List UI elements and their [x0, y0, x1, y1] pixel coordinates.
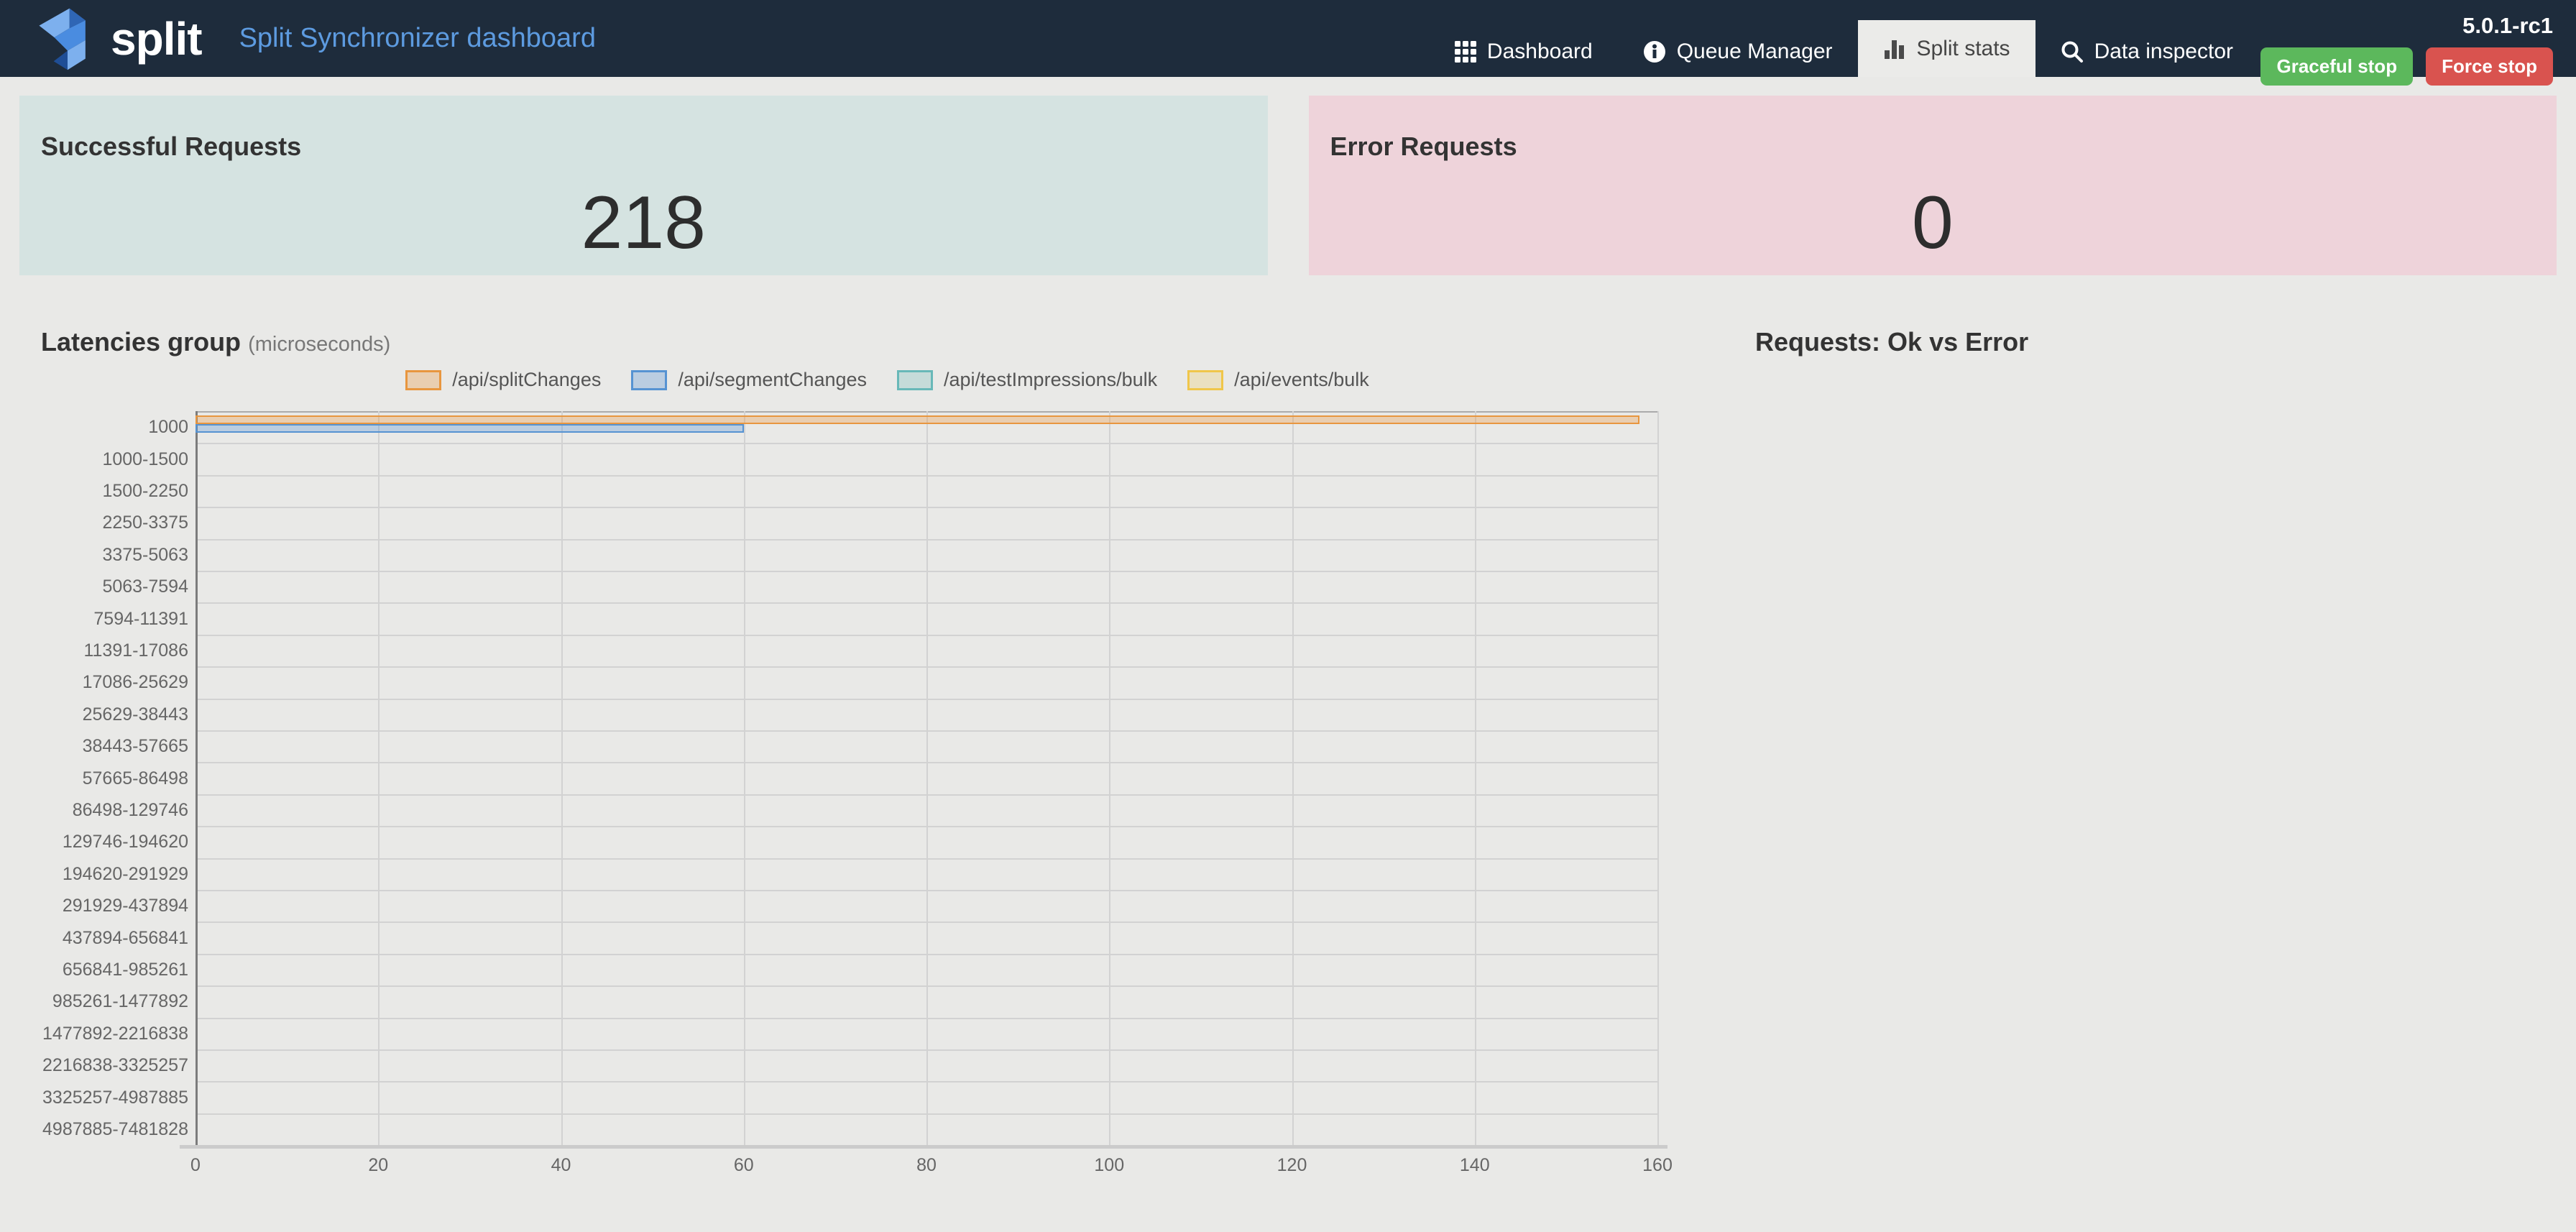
y-axis-label: 2216838-3325257: [42, 1055, 188, 1076]
legend-item[interactable]: /api/segmentChanges: [631, 369, 867, 391]
search-icon: [2061, 40, 2084, 63]
legend-item[interactable]: /api/splitChanges: [405, 369, 601, 391]
y-axis-label: 17086-25629: [82, 672, 188, 693]
x-axis-label: 100: [1094, 1155, 1125, 1176]
nav-item-split-stats[interactable]: Split stats: [1857, 20, 2036, 77]
y-axis-label: 291929-437894: [62, 896, 188, 916]
legend-swatch-icon: [1187, 369, 1224, 390]
gridline-vertical: [1474, 411, 1476, 1146]
y-axis-label: 656841-985261: [62, 960, 188, 980]
nav-item-label: Data inspector: [2094, 40, 2233, 63]
y-axis-label: 437894-656841: [62, 927, 188, 948]
y-axis-label: 2250-3375: [102, 512, 188, 533]
bar-chart-icon: [1883, 37, 1906, 60]
legend-swatch-icon: [897, 369, 934, 390]
x-axis-label: 0: [190, 1155, 201, 1176]
y-axis-label: 3325257-4987885: [42, 1087, 188, 1108]
nav-item-label: Queue Manager: [1676, 40, 1833, 63]
y-axis-label: 985261-1477892: [52, 991, 188, 1012]
legend-label: /api/splitChanges: [452, 369, 602, 390]
legend-label: /api/segmentChanges: [678, 369, 868, 390]
error-requests-value: 0: [1911, 181, 1954, 265]
gridline-vertical: [743, 411, 745, 1146]
main-nav: Dashboard Queue Manager: [1430, 20, 2258, 77]
requests-section: Requests: Ok vs Error: [1734, 327, 2557, 1213]
x-axis-label: 80: [916, 1155, 937, 1176]
latencies-title: Latencies group (microseconds): [41, 327, 1734, 357]
x-axis-label: 60: [733, 1155, 754, 1176]
x-axis-line: [180, 1145, 1668, 1149]
legend-swatch-icon: [631, 369, 668, 390]
latencies-chart: 1000 1000-1500 1500-2250 2250-3375 3375-5063…: [41, 408, 1734, 1213]
y-axis-label: 1477892-2216838: [42, 1023, 188, 1044]
nav-item-dashboard[interactable]: Dashboard: [1430, 27, 1618, 77]
successful-requests-title: Successful Requests: [41, 132, 302, 161]
nav-item-label: Split stats: [1916, 36, 2010, 60]
grid-icon: [1454, 41, 1476, 63]
gridline-vertical: [378, 411, 380, 1146]
gridline-vertical: [1109, 411, 1111, 1146]
nav-item-queue-manager[interactable]: Queue Manager: [1618, 27, 1858, 77]
error-requests-title: Error Requests: [1330, 132, 1517, 161]
y-axis-label: 25629-38443: [82, 704, 188, 725]
legend-item[interactable]: /api/events/bulk: [1187, 369, 1369, 391]
requests-okvserror-title: Requests: Ok vs Error: [1755, 327, 2029, 357]
gridline-vertical: [1657, 411, 1659, 1146]
y-axis-label: 1500-2250: [102, 481, 188, 501]
error-requests-card: Error Requests 0: [1308, 96, 2557, 275]
info-icon: [1643, 40, 1666, 63]
x-axis-label: 160: [1642, 1155, 1673, 1176]
main-content: Latencies group (microseconds) /api/split…: [0, 327, 2576, 1213]
brand: split Split Synchronizer dashboard: [37, 4, 596, 73]
y-axis-label: 5063-7594: [102, 576, 188, 597]
y-axis-label: 38443-57665: [82, 736, 188, 757]
bar-/api/splitChanges: [196, 415, 1639, 424]
y-axis-label: 194620-291929: [62, 863, 188, 884]
legend-swatch-icon: [405, 369, 442, 390]
version-label: 5.0.1-rc1: [2462, 13, 2553, 38]
y-axis-label: 3375-5063: [102, 544, 188, 565]
successful-requests-value: 218: [581, 181, 707, 265]
y-axis-label: 1000: [148, 417, 188, 438]
split-logo-icon: [39, 8, 86, 70]
bar-/api/segmentChanges: [196, 424, 744, 433]
page-title: Split Synchronizer dashboard: [239, 23, 596, 53]
y-axis-label: 86498-129746: [72, 800, 188, 820]
y-axis-label: 1000-1500: [102, 449, 188, 469]
brand-word: split: [111, 12, 203, 65]
gridline-vertical: [926, 411, 928, 1146]
latencies-title-text: Latencies group: [41, 327, 242, 357]
y-axis-label: 4987885-7481828: [42, 1119, 188, 1139]
y-axis-label: 11391-17086: [83, 640, 188, 661]
nav-item-label: Dashboard: [1486, 40, 1593, 63]
gridline-vertical: [1292, 411, 1294, 1146]
latencies-section: Latencies group (microseconds) /api/split…: [19, 327, 1734, 1213]
navbar: split Split Synchronizer dashboard Dashb…: [0, 0, 2576, 86]
legend-item[interactable]: /api/testImpressions/bulk: [897, 369, 1157, 391]
graceful-stop-button[interactable]: Graceful stop: [2260, 47, 2414, 86]
x-axis-label: 120: [1276, 1155, 1307, 1176]
x-axis-label: 40: [551, 1155, 571, 1176]
force-stop-button[interactable]: Force stop: [2426, 47, 2553, 86]
y-axis-line: [196, 411, 198, 1146]
y-axis-label: 129746-194620: [62, 832, 188, 852]
y-axis-label: 7594-11391: [93, 608, 188, 629]
summary-cards: Successful Requests 218 Error Requests 0: [19, 96, 2557, 275]
legend-label: /api/events/bulk: [1234, 369, 1369, 390]
x-axis-label: 140: [1459, 1155, 1490, 1176]
y-axis-label: 57665-86498: [82, 768, 188, 789]
nav-item-data-inspector[interactable]: Data inspector: [2036, 27, 2258, 77]
legend-label: /api/testImpressions/bulk: [944, 369, 1158, 390]
right-controls: 5.0.1-rc1 Graceful stop Force stop: [2260, 13, 2553, 86]
chart-legend: /api/splitChanges/api/segmentChanges/api…: [41, 369, 1734, 391]
successful-requests-card: Successful Requests 218: [19, 96, 1268, 275]
gridline-vertical: [561, 411, 563, 1146]
latencies-subtitle: (microseconds): [248, 333, 391, 356]
x-axis-label: 20: [368, 1155, 389, 1176]
